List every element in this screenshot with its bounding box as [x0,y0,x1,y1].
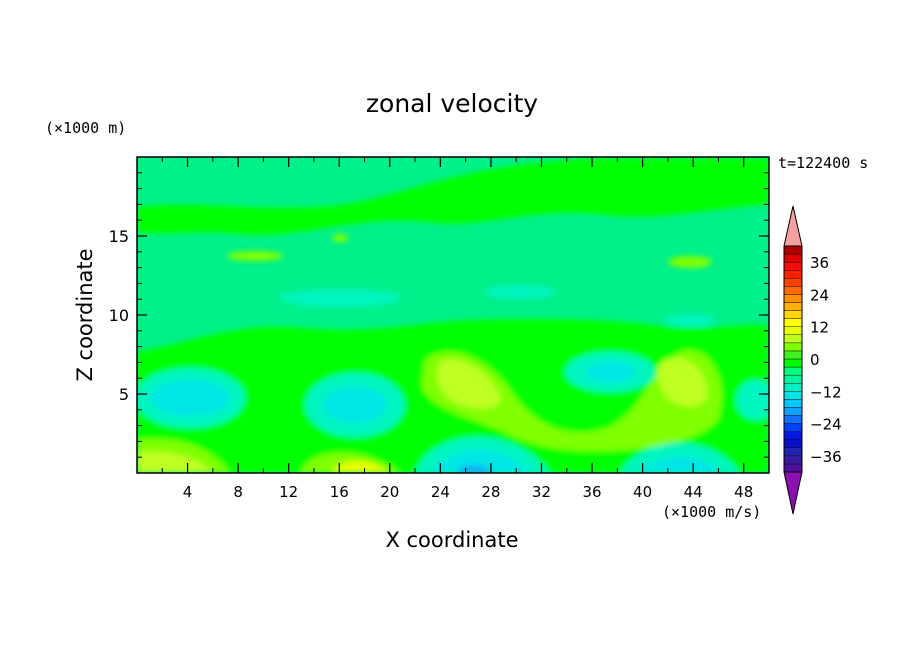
x-tick-label: 12 [279,483,298,501]
colorbar-swatch [783,302,803,311]
colorbar-swatch [783,447,803,457]
colorbar-swatch [783,423,803,432]
colorbar-swatch [783,415,803,424]
colorbar-swatch [783,326,803,335]
colorbar-swatch [783,358,803,368]
x-tick-label: 24 [431,483,450,501]
colorbar-swatch [783,366,803,376]
x-tick-label: 28 [481,483,500,501]
field-region [227,251,283,261]
y-unit-label: (×1000 m) [45,119,126,137]
colorbar-frame [783,245,803,473]
field-region [280,289,400,307]
colorbar-tick-label: 24 [810,286,829,304]
x-tick-label: 16 [330,483,349,501]
colorbar-tick-label: 12 [810,319,829,337]
colorbar-swatch [783,261,803,271]
field-region [430,450,530,473]
colorbar-swatch [783,318,803,327]
field-region [585,362,635,382]
field-region [668,256,712,268]
colorbar-tick-label: −24 [810,416,842,434]
x-tick-label: 44 [684,483,703,501]
colorbar-swatch [783,407,803,416]
colorbar-swatch [783,383,803,392]
field-region [137,158,769,235]
colorbar-swatch [783,431,803,440]
colorbar-swatch [783,278,803,287]
field-region [455,465,495,473]
x-unit-label: (×1000 m/s) [662,503,761,521]
colorbar-swatch [783,374,803,384]
colorbar-swatch [783,245,803,255]
colorbar-swatch [783,253,803,263]
field-region [736,380,769,420]
x-tick-label: 20 [380,483,399,501]
contour-field [137,157,769,473]
field-region [330,460,390,473]
field-region [657,357,707,407]
colorbar-tick-label: 36 [810,254,829,272]
colorbar-tick-label: −36 [810,448,842,466]
colorbar-swatch [783,286,803,295]
field-region [640,456,720,473]
field-region [332,234,348,242]
colorbar-swatch [783,342,803,352]
chart-title: zonal velocity [366,89,538,118]
x-tick-label: 36 [582,483,601,501]
field-region [137,451,212,473]
x-tick-label: 4 [183,483,193,501]
field-region [150,380,230,416]
colorbar-swatch [783,310,803,319]
y-tick-label: 15 [109,227,129,246]
colorbar-swatch [783,391,803,400]
colorbar-tick-label: 0 [810,351,820,369]
x-axis: 4 8 12 16 20 24 28 32 36 40 44 48 [161,157,770,501]
colorbar-over-arrow [783,205,803,247]
y-axis-label: Z coordinate [73,248,97,381]
colorbar-tick-label: −12 [810,383,842,401]
colorbar-swatch [783,439,803,448]
colorbar-swatch [783,350,803,360]
time-label: t=122400 s [778,154,868,172]
x-tick-label: 32 [532,483,551,501]
field-region [665,314,715,326]
colorbar-swatch [783,463,803,473]
colorbar-under-arrow [783,471,803,515]
x-axis-label: X coordinate [385,528,518,552]
colorbar-swatch [783,270,803,279]
colorbar-swatch [783,399,803,408]
field-region [422,350,722,451]
colorbar-swatch [783,294,803,303]
x-tick-label: 40 [633,483,652,501]
field-region [485,285,555,299]
colorbar-swatch [783,455,803,465]
x-tick-label: 8 [233,483,243,501]
colorbar: 36 24 12 0 −12 −24 −36 [783,205,842,515]
colorbar-swatch [783,334,803,344]
y-tick-label: 10 [109,306,129,325]
x-tick-label: 48 [734,483,753,501]
field-region [436,359,501,409]
y-tick-label: 5 [119,385,129,404]
y-axis: 5 10 15 [109,172,769,458]
field-region [323,387,387,423]
